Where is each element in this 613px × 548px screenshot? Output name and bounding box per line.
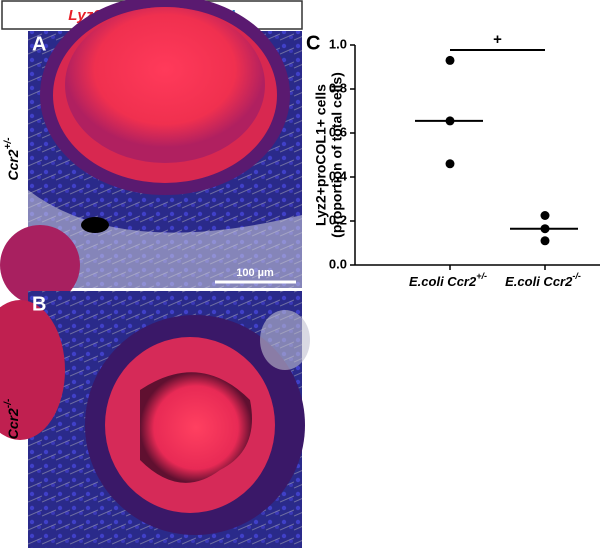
significance-label: +: [493, 31, 502, 48]
x-tick-label: E.coli Ccr2-/-: [505, 271, 581, 289]
category-sup: +/-: [476, 271, 487, 281]
genotype-sup: -/-: [3, 398, 14, 408]
genotype-sup: +/-: [3, 137, 14, 150]
y-tick-label: 0.2: [329, 212, 347, 227]
category: E.coli Ccr2: [409, 274, 477, 289]
image-a: [0, 0, 302, 305]
y-tick-label: 0.4: [329, 168, 348, 183]
data-point: [540, 211, 550, 220]
panel-letter: B: [32, 293, 46, 315]
category: E.coli Ccr2: [505, 274, 573, 289]
y-tick-label: 0.6: [329, 124, 347, 139]
genotype: Ccr2: [5, 408, 21, 439]
x-tick-label: E.coli Ccr2+/-: [409, 271, 487, 289]
y-tick-label: 1.0: [329, 36, 347, 51]
image-b: [0, 291, 310, 548]
genotype-label: Ccr2-/-: [3, 398, 21, 439]
scale-bar-label: 100 µm: [236, 267, 274, 279]
panel-letter: C: [306, 32, 320, 54]
panel-letter: A: [32, 33, 46, 55]
y-axis-label: (proportion of total cells): [329, 72, 345, 238]
y-tick-label: 0.0: [329, 256, 347, 271]
data-point: [445, 159, 455, 169]
data-point: [445, 55, 455, 65]
y-axis-label: Lyz2+proCOL1+ cells: [313, 84, 329, 226]
category-sup: -/-: [572, 271, 581, 281]
y-tick-label: 0.8: [329, 80, 347, 95]
genotype-label: Ccr2+/-: [3, 137, 21, 181]
genotype: Ccr2: [5, 149, 21, 180]
data-point: [540, 236, 550, 246]
